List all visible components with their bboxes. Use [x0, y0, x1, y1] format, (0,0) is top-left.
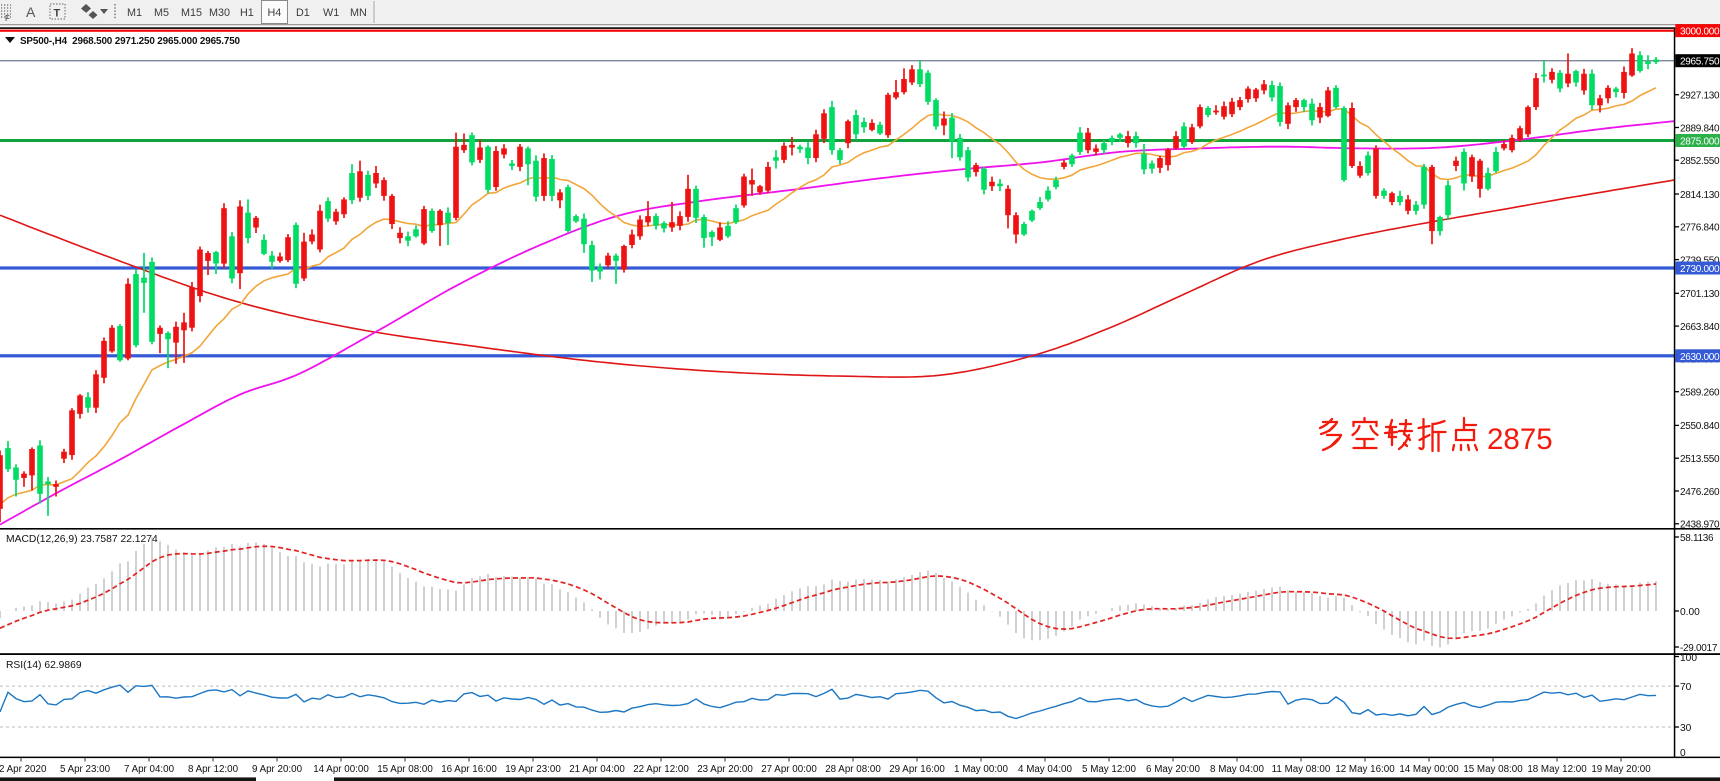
svg-text:2701.130: 2701.130 — [1680, 289, 1720, 300]
svg-text:21 Apr 04:00: 21 Apr 04:00 — [569, 764, 625, 775]
svg-text:23 Apr 20:00: 23 Apr 20:00 — [697, 764, 753, 775]
svg-text:1 May 00:00: 1 May 00:00 — [954, 764, 1008, 775]
svg-text:2438.970: 2438.970 — [1680, 520, 1720, 531]
svg-text:2875: 2875 — [1487, 423, 1553, 456]
svg-text:0: 0 — [1680, 748, 1686, 759]
svg-text:2889.840: 2889.840 — [1680, 123, 1720, 134]
svg-text:H4: H4 — [268, 7, 282, 19]
svg-text:70: 70 — [1680, 682, 1692, 693]
svg-text:100: 100 — [1680, 653, 1697, 664]
svg-text:15 May 08:00: 15 May 08:00 — [1463, 764, 1523, 775]
svg-text:M30: M30 — [209, 7, 230, 19]
svg-text:27 Apr 00:00: 27 Apr 00:00 — [761, 764, 817, 775]
svg-text:16 Apr 16:00: 16 Apr 16:00 — [441, 764, 497, 775]
svg-text:2663.840: 2663.840 — [1680, 322, 1720, 333]
svg-text:14 May 00:00: 14 May 00:00 — [1399, 764, 1459, 775]
svg-text:2550.840: 2550.840 — [1680, 421, 1720, 432]
svg-text:T: T — [54, 8, 61, 20]
svg-text:8 Apr 12:00: 8 Apr 12:00 — [188, 764, 239, 775]
svg-text:2476.260: 2476.260 — [1680, 487, 1720, 498]
svg-text:2814.130: 2814.130 — [1680, 190, 1720, 201]
svg-text:18 May 12:00: 18 May 12:00 — [1527, 764, 1587, 775]
svg-text:2 Apr 2020: 2 Apr 2020 — [0, 764, 47, 775]
svg-text:30: 30 — [1680, 723, 1692, 734]
svg-text:2875.000: 2875.000 — [1680, 137, 1720, 148]
svg-text:5 May 12:00: 5 May 12:00 — [1082, 764, 1136, 775]
svg-text:-29.0017: -29.0017 — [1680, 643, 1718, 654]
svg-text:8 May 04:00: 8 May 04:00 — [1210, 764, 1264, 775]
svg-text:MACD(12,26,9) 23.7587 22.1274: MACD(12,26,9) 23.7587 22.1274 — [6, 534, 158, 545]
svg-text:2852.550: 2852.550 — [1680, 156, 1720, 167]
svg-text:4 May 04:00: 4 May 04:00 — [1018, 764, 1072, 775]
svg-text:6 May 20:00: 6 May 20:00 — [1146, 764, 1200, 775]
svg-text:22 Apr 12:00: 22 Apr 12:00 — [633, 764, 689, 775]
svg-text:MN: MN — [350, 7, 367, 19]
svg-text:D1: D1 — [296, 7, 310, 19]
svg-text:11 May 08:00: 11 May 08:00 — [1272, 764, 1331, 775]
svg-text:19 May 20:00: 19 May 20:00 — [1591, 764, 1651, 775]
svg-text:28 Apr 08:00: 28 Apr 08:00 — [825, 764, 881, 775]
svg-text:2589.260: 2589.260 — [1680, 388, 1720, 399]
svg-text:2739.550: 2739.550 — [1680, 255, 1720, 266]
svg-text:19 Apr 23:00: 19 Apr 23:00 — [505, 764, 561, 775]
svg-text:29 Apr 16:00: 29 Apr 16:00 — [889, 764, 945, 775]
svg-text:H1: H1 — [240, 7, 254, 19]
svg-text:3000.000: 3000.000 — [1680, 27, 1720, 38]
svg-text:M5: M5 — [154, 7, 169, 19]
svg-text:0.00: 0.00 — [1680, 607, 1700, 618]
svg-text:58.1136: 58.1136 — [1680, 533, 1714, 544]
svg-text:RSI(14) 62.9869: RSI(14) 62.9869 — [6, 660, 82, 671]
svg-text:2927.130: 2927.130 — [1680, 91, 1720, 102]
svg-text:15 Apr 08:00: 15 Apr 08:00 — [377, 764, 433, 775]
svg-text:M1: M1 — [127, 7, 142, 19]
svg-text:14 Apr 00:00: 14 Apr 00:00 — [313, 764, 369, 775]
svg-text:2730.000: 2730.000 — [1680, 264, 1720, 275]
svg-text:2776.840: 2776.840 — [1680, 223, 1720, 234]
svg-text:12 May 16:00: 12 May 16:00 — [1335, 764, 1395, 775]
svg-text:2630.000: 2630.000 — [1680, 352, 1720, 363]
svg-text:2513.550: 2513.550 — [1680, 454, 1720, 465]
svg-text:5 Apr 23:00: 5 Apr 23:00 — [60, 764, 111, 775]
svg-text:2965.750: 2965.750 — [1680, 57, 1720, 68]
svg-text:9 Apr 20:00: 9 Apr 20:00 — [252, 764, 303, 775]
svg-text:F: F — [5, 14, 10, 23]
svg-text:7 Apr 04:00: 7 Apr 04:00 — [124, 764, 175, 775]
svg-text:W1: W1 — [323, 7, 339, 19]
svg-text:M15: M15 — [181, 7, 202, 19]
svg-text:A: A — [26, 4, 36, 20]
svg-text:SP500-,H4 2968.500 2971.250 2: SP500-,H4 2968.500 2971.250 2965.000 296… — [20, 36, 241, 47]
